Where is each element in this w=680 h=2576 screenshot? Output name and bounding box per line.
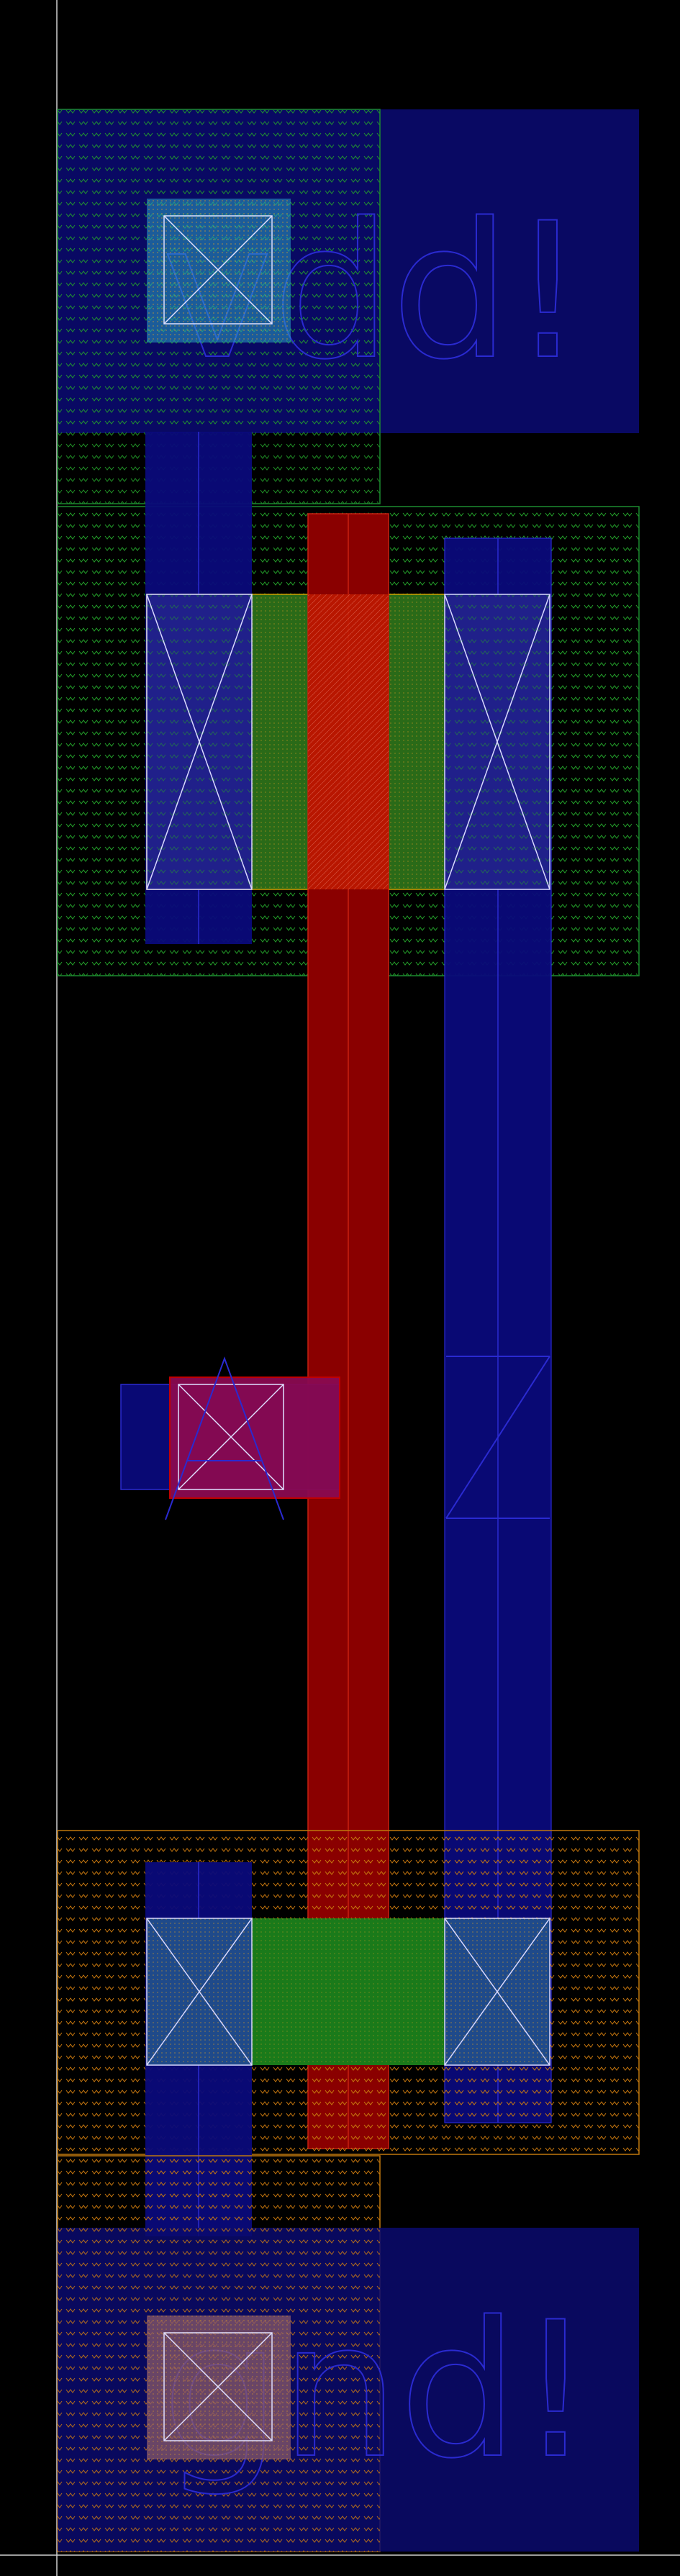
poly-contact-via bbox=[170, 1377, 340, 1498]
input-pin[interactable] bbox=[120, 1356, 340, 1520]
vdd-rail-region: vdd! bbox=[57, 109, 639, 504]
nmos-region bbox=[57, 1830, 640, 2236]
input-pin-label-glyph bbox=[165, 1356, 284, 1520]
gnd-rail-region: gnd! bbox=[57, 2155, 639, 2552]
output-pin-label-glyph bbox=[445, 1356, 550, 1519]
